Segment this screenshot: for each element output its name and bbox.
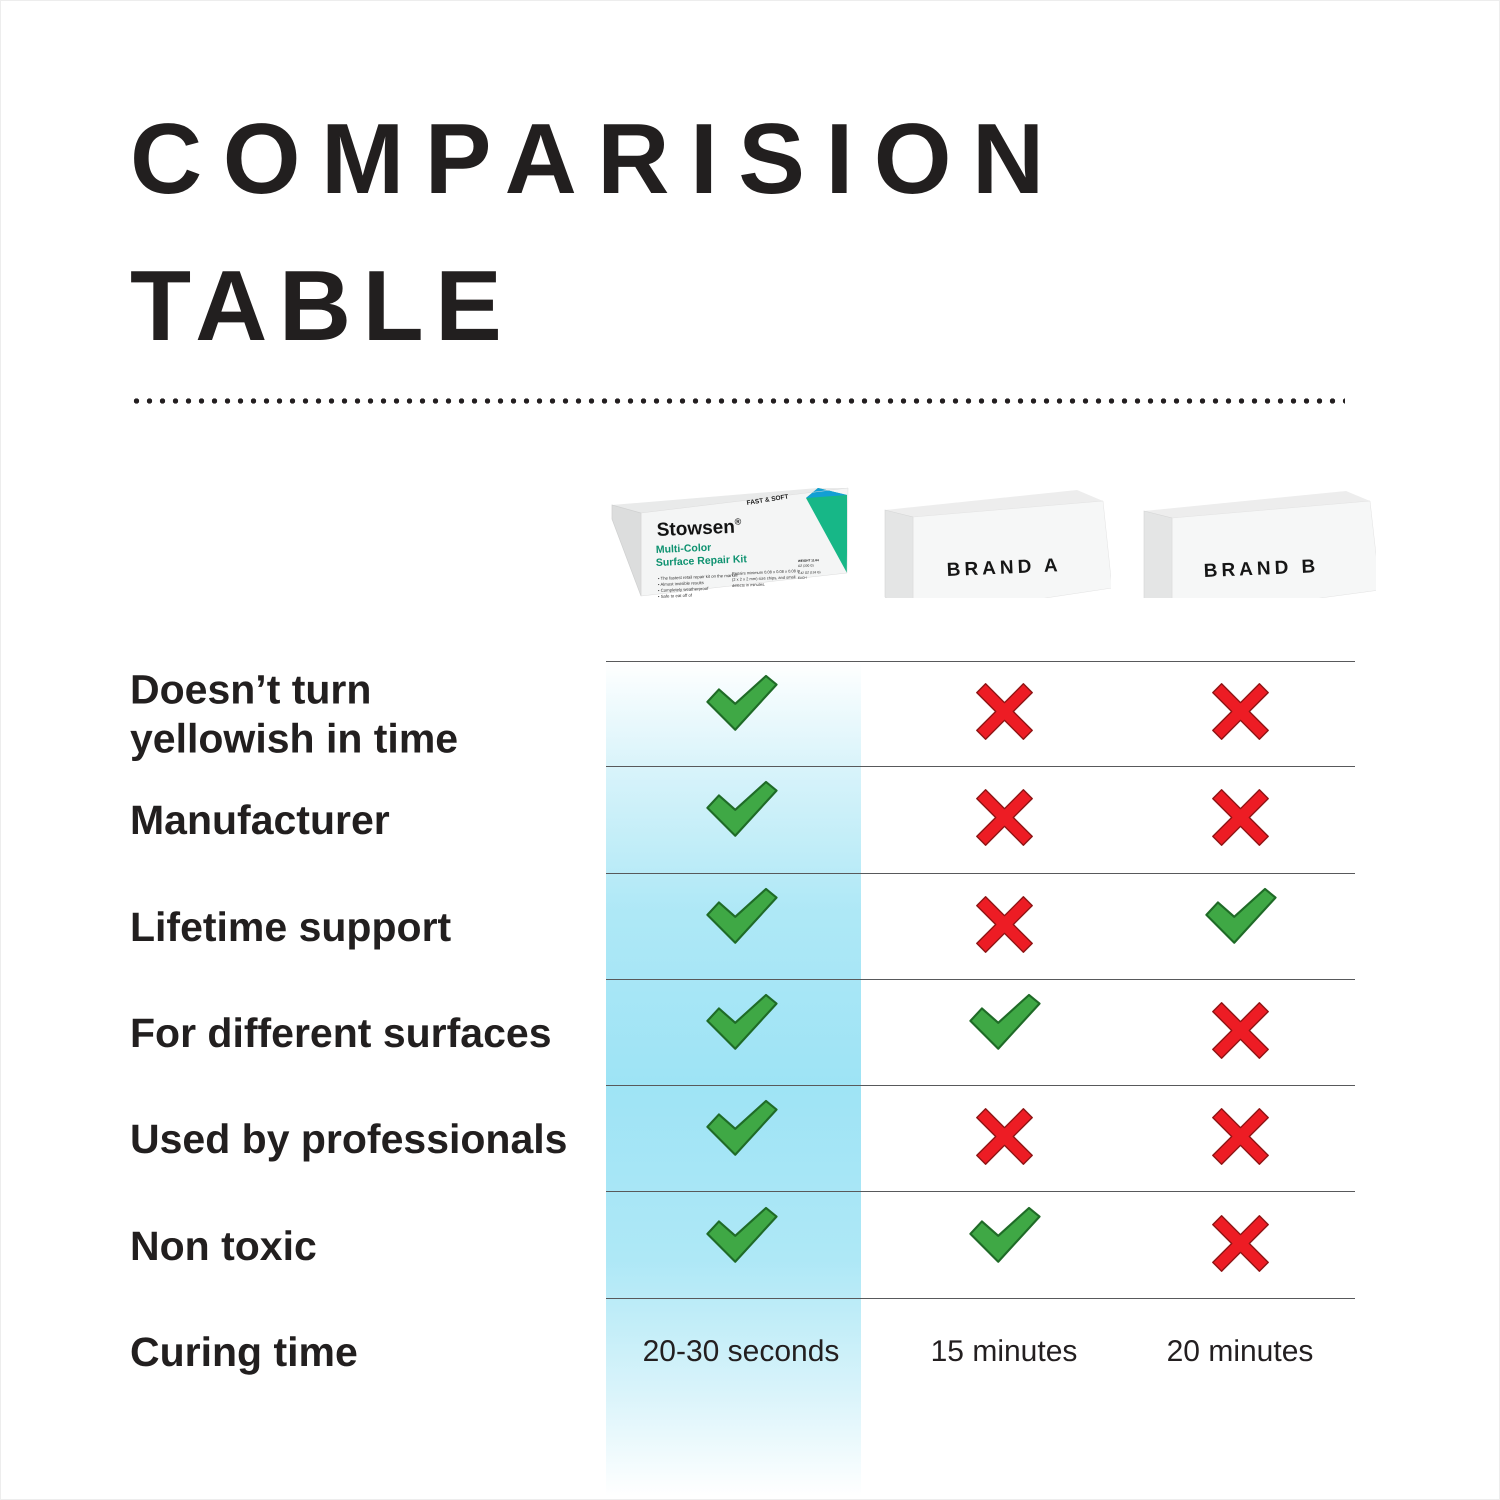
svg-text:defects in minutes.: defects in minutes.	[732, 582, 766, 588]
svg-text:Multi-Color: Multi-Color	[656, 542, 712, 556]
svg-text:EACH: EACH	[798, 576, 807, 580]
svg-text:• Safe to eat off of: • Safe to eat off of	[658, 593, 693, 599]
svg-text:• Completely weatherproof: • Completely weatherproof	[658, 586, 709, 593]
svg-text:OZ (330 G): OZ (330 G)	[798, 563, 814, 568]
svg-text:Stowsen®: Stowsen®	[656, 516, 742, 541]
